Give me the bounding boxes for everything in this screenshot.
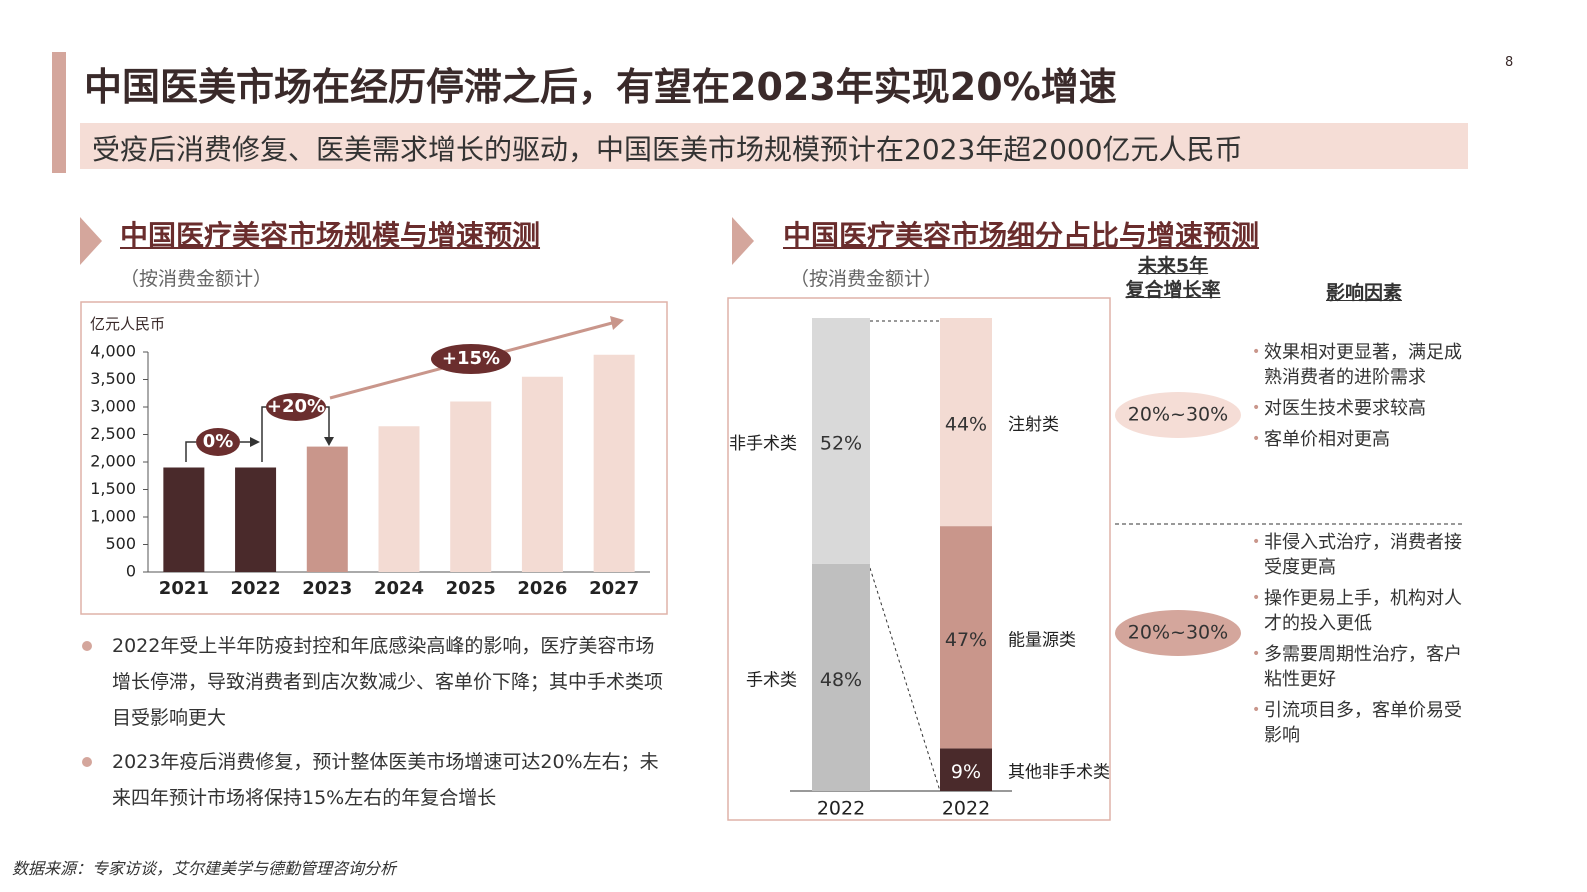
arrow-head xyxy=(250,437,260,447)
y-tick-label: 0 xyxy=(126,562,136,581)
page-number: 8 xyxy=(1505,55,1514,70)
note: 2023年疫后消费修复，预计整体医美市场增速可达20%左右；未来四年预计市场将保… xyxy=(80,744,670,816)
y-tick-label: 1,000 xyxy=(90,507,136,526)
bar xyxy=(306,446,348,572)
growth-badge xyxy=(431,344,511,374)
y-tick-label: 3,500 xyxy=(90,369,136,388)
factor: 多需要周期性治疗，客户粘性更好 xyxy=(1252,642,1467,692)
bar-segment xyxy=(940,526,992,749)
value-label: 44% xyxy=(945,414,987,436)
arrow-head xyxy=(324,437,334,446)
value-label: 52% xyxy=(820,432,862,454)
bar xyxy=(450,401,492,572)
section-title: 中国医疗美容市场细分占比与增速预测 xyxy=(783,219,1260,252)
growth-label: +15% xyxy=(442,348,500,369)
bar-segment xyxy=(940,748,992,791)
series-label: 其他非手术类 xyxy=(1008,763,1110,783)
bar xyxy=(593,354,635,572)
factor: 效果相对更显著，满足成熟消费者的进阶需求 xyxy=(1252,340,1467,390)
x-tick-label: 2021 xyxy=(159,578,209,599)
factor: 引流项目多，客单价易受影响 xyxy=(1252,698,1467,748)
source: 数据来源：专家访谈，艾尔建美学与德勤管理咨询分析 xyxy=(12,859,397,878)
notes: 2022年受上半年防疫封控和年底感染高峰的影响，医疗美容市场增长停滞，导致消费者… xyxy=(80,628,670,824)
factor: 对医生技术要求较高 xyxy=(1252,396,1467,421)
header-line: 未来5年 xyxy=(1137,255,1209,277)
section-title: 中国医疗美容市场规模与增速预测 xyxy=(120,219,541,252)
x-tick-label: 2022 xyxy=(231,578,281,599)
x-tick-label: 2027 xyxy=(589,578,639,599)
table-header: 影响因素 xyxy=(1325,282,1402,304)
bar xyxy=(235,467,277,572)
series-label: 注射类 xyxy=(1008,415,1059,435)
x-tick-label: 2024 xyxy=(374,578,424,599)
y-tick-label: 2,000 xyxy=(90,452,136,471)
x-tick-label: 2025 xyxy=(446,578,496,599)
y-tick-label: 1,500 xyxy=(90,479,136,498)
connector xyxy=(869,567,941,792)
factor: 客单价相对更高 xyxy=(1252,427,1467,452)
value-label: 47% xyxy=(945,629,987,651)
cagr-badge xyxy=(1115,392,1241,438)
bar xyxy=(521,376,563,572)
table-header: 未来5年 复合增长率 xyxy=(1113,254,1233,302)
note: 2022年受上半年防疫封控和年底感染高峰的影响，医疗美容市场增长停滞，导致消费者… xyxy=(80,628,670,736)
bar-segment xyxy=(812,318,870,564)
factor-list: 效果相对更显著，满足成熟消费者的进阶需求对医生技术要求较高客单价相对更高 xyxy=(1252,340,1467,458)
value-label: 9% xyxy=(951,761,981,783)
y-tick-label: 2,500 xyxy=(90,424,136,443)
x-tick-label: 2023 xyxy=(302,578,352,599)
section-subtitle: （按消费金额计） xyxy=(790,268,943,290)
y-tick-label: 500 xyxy=(105,534,136,553)
series-label: 非手术类 xyxy=(729,434,797,454)
chart-frame xyxy=(80,301,668,615)
bar xyxy=(378,426,420,572)
y-tick-label: 4,000 xyxy=(90,342,136,361)
bar-segment xyxy=(940,318,992,527)
x-tick-label: 2022 xyxy=(942,798,990,820)
cagr-badge xyxy=(1115,610,1241,656)
bar-segment xyxy=(812,563,870,791)
x-tick-label: 2026 xyxy=(517,578,567,599)
y-axis-label: 亿元人民币 xyxy=(90,315,166,333)
section-marker xyxy=(732,217,754,265)
x-tick-label: 2022 xyxy=(817,798,865,820)
growth-label: +20% xyxy=(267,396,325,417)
subtitle-band xyxy=(80,123,1468,169)
chart-frame xyxy=(727,297,1111,821)
factor-list: 非侵入式治疗，消费者接受度更高操作更易上手，机构对人才的投入更低多需要周期性治疗… xyxy=(1252,530,1467,754)
section-marker xyxy=(80,217,102,265)
series-label: 能量源类 xyxy=(1008,630,1076,650)
value-label: 48% xyxy=(820,669,862,691)
cagr-label: 20%~30% xyxy=(1128,622,1228,644)
factor: 非侵入式治疗，消费者接受度更高 xyxy=(1252,530,1467,580)
header-line: 复合增长率 xyxy=(1125,279,1221,301)
accent-bar xyxy=(52,52,66,173)
title: 中国医美市场在经历停滞之后，有望在2023年实现20%增速 xyxy=(84,65,1117,109)
growth-badge xyxy=(266,393,326,421)
factor: 操作更易上手，机构对人才的投入更低 xyxy=(1252,586,1467,636)
growth-label: 0% xyxy=(203,431,234,452)
series-label: 手术类 xyxy=(746,670,797,690)
arrow-head xyxy=(610,316,624,330)
subtitle: 受疫后消费修复、医美需求增长的驱动，中国医美市场规模预计在2023年超2000亿… xyxy=(92,133,1243,166)
section-subtitle: （按消费金额计） xyxy=(120,268,273,290)
bar xyxy=(163,467,205,572)
growth-badge xyxy=(196,428,240,456)
y-tick-label: 3,000 xyxy=(90,397,136,416)
cagr-label: 20%~30% xyxy=(1128,404,1228,426)
